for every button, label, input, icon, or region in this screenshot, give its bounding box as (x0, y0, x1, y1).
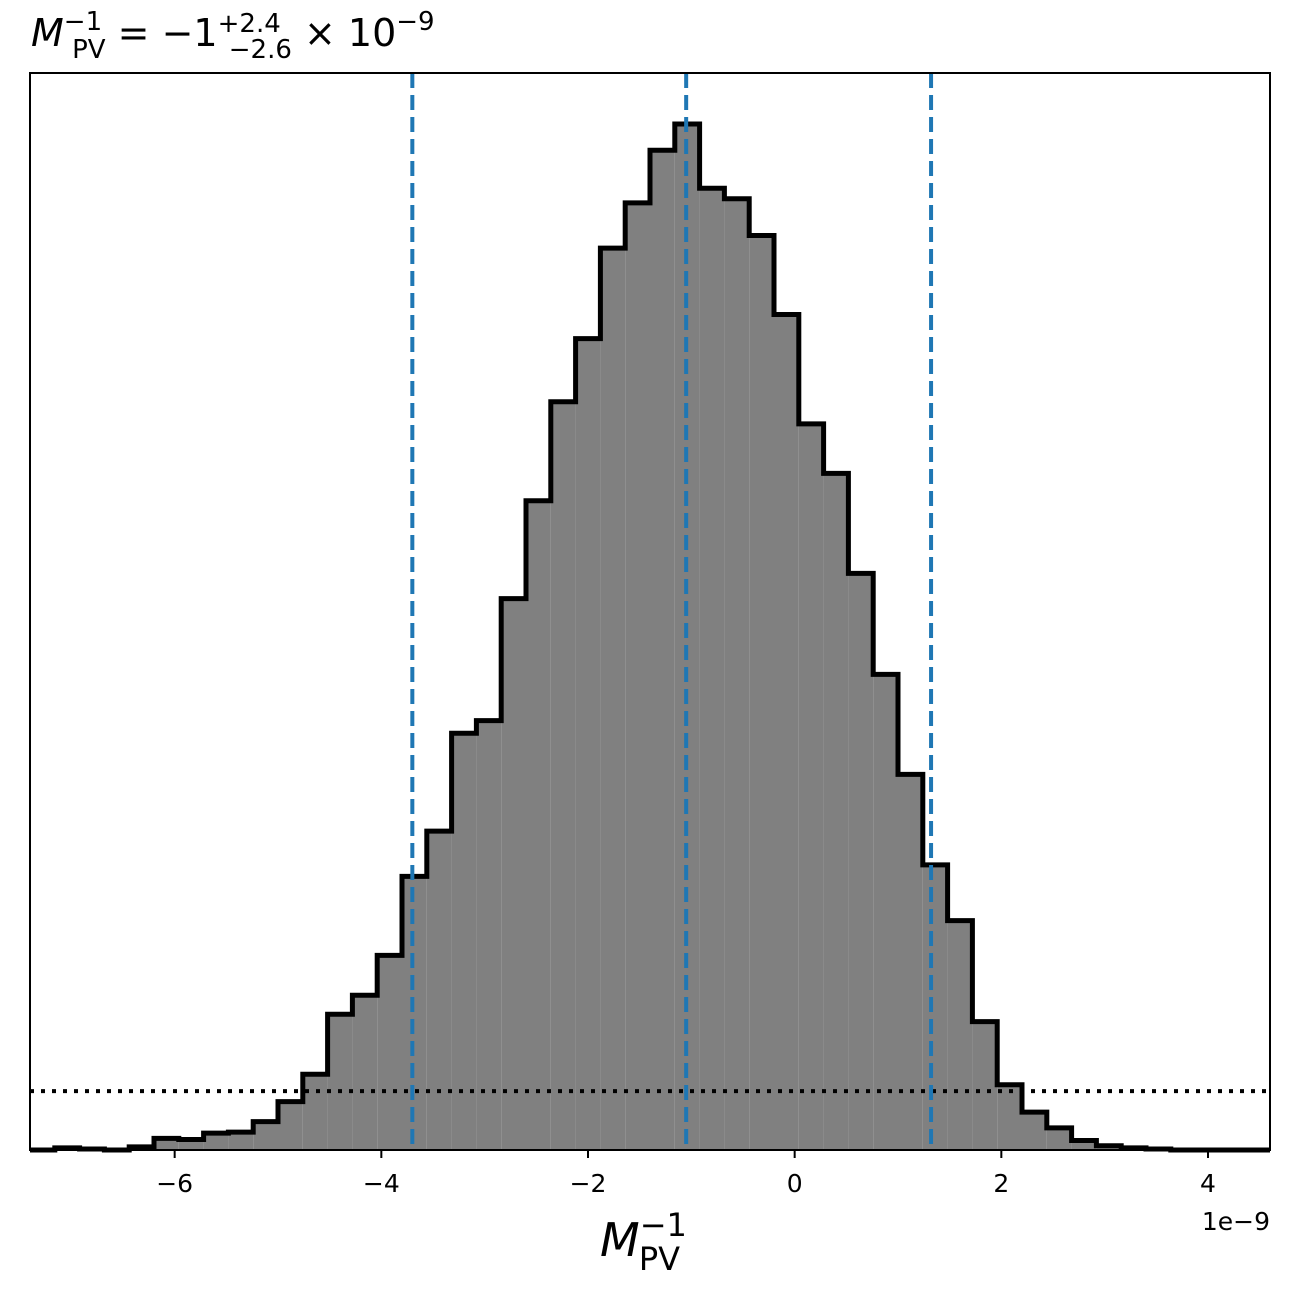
histogram-bar (327, 1014, 353, 1150)
histogram-bar (922, 864, 948, 1150)
histogram-bar (402, 876, 427, 1150)
histogram-bar (278, 1101, 303, 1150)
title-symbol-sub: PV (72, 35, 106, 65)
x-tick-label: 0 (787, 1169, 803, 1198)
xlabel-symbol: M (600, 1213, 640, 1267)
title-symbol-sup: −1 (64, 7, 102, 37)
histogram-bar (600, 248, 626, 1150)
x-tick-label: −6 (156, 1169, 193, 1198)
histogram-bar (848, 573, 874, 1150)
histogram-bar (749, 235, 774, 1150)
histogram-bar (426, 831, 452, 1150)
histogram-bar (1046, 1127, 1072, 1150)
chart-title: M−1 PV = −1+2.4 −2.6 × 10−9 (31, 7, 435, 65)
histogram-bar (501, 598, 526, 1150)
histogram-bar (451, 733, 477, 1150)
histogram-bar (550, 401, 576, 1151)
title-exponent: −9 (396, 7, 434, 37)
histogram-bar (898, 774, 923, 1150)
axes-frame (29, 72, 1271, 1151)
histogram-bar (625, 202, 650, 1150)
histogram-bar (302, 1074, 328, 1150)
histogram-bar (377, 955, 402, 1150)
histogram-bar (997, 1084, 1022, 1150)
title-upper-err: +2.4 (218, 9, 281, 39)
histogram-bar (575, 338, 601, 1150)
histogram-bar (873, 674, 898, 1150)
histogram-bar (798, 423, 824, 1150)
histogram-bar (154, 1138, 179, 1150)
histogram-bar (972, 1021, 998, 1150)
histogram-bar (699, 188, 725, 1150)
histogram-bar (1022, 1112, 1047, 1150)
histogram-bar (253, 1121, 278, 1150)
title-equals: = (106, 11, 162, 55)
histogram-bar (724, 198, 750, 1150)
plot-area (30, 73, 1270, 1153)
histogram-bar (650, 150, 675, 1151)
histogram-bar (774, 314, 799, 1151)
histogram-bar (526, 500, 551, 1150)
x-tick-label: 2 (993, 1169, 1009, 1198)
x-axis-ticks: −6 −4 −2 0 2 4 (156, 1150, 1216, 1198)
xlabel-sup: −1 (640, 1206, 687, 1244)
x-scale-offset-label: 1e−9 (1202, 1207, 1270, 1236)
x-tick-label: 4 (1200, 1169, 1216, 1198)
histogram-bar (1071, 1140, 1097, 1150)
histogram-bar (823, 473, 849, 1150)
histogram-bar (476, 720, 502, 1150)
title-lower-err: −2.6 (229, 35, 292, 65)
histogram-outline (30, 121, 1270, 1153)
title-symbol: M (31, 11, 64, 55)
histogram-bar (178, 1139, 204, 1150)
x-axis-label: M−1 PV (600, 1206, 687, 1278)
title-times: × 10 (292, 11, 396, 55)
title-value: −1 (162, 11, 218, 55)
x-tick-label: −4 (363, 1169, 400, 1198)
histogram-bar (203, 1133, 229, 1150)
xlabel-sub: PV (639, 1240, 680, 1278)
histogram-bar (228, 1132, 254, 1150)
histogram-bar (947, 920, 973, 1150)
histogram-bar (352, 995, 378, 1150)
x-tick-label: −2 (570, 1169, 607, 1198)
